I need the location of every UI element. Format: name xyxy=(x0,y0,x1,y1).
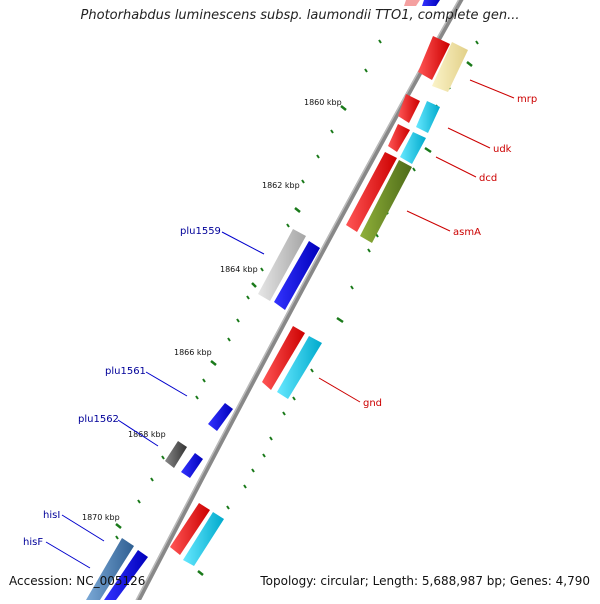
cds-gray xyxy=(258,229,306,301)
gene-label-plu1561: plu1561 xyxy=(105,366,146,377)
cds-red xyxy=(346,152,397,232)
cds-cyan xyxy=(400,132,426,164)
cds-olive xyxy=(360,160,412,243)
kbp-labels: 1860 kbp 1862 kbp 1864 kbp 1866 kbp 1868… xyxy=(82,98,342,522)
gene-label-mrp: mrp xyxy=(517,94,537,105)
gene-label-plu1562: plu1562 xyxy=(78,414,119,425)
cds-pink xyxy=(404,0,420,6)
kbp-label: 1868 kbp xyxy=(128,430,166,439)
gene-label-udk: udk xyxy=(493,144,512,155)
cds-features-outer xyxy=(170,0,468,566)
map-title: Photorhabdus luminescens subsp. laumondi… xyxy=(80,8,520,23)
kbp-label: 1860 kbp xyxy=(304,98,342,107)
left-leader-lines xyxy=(45,231,265,569)
accession-text: Accession: NC_005126 xyxy=(9,574,146,588)
cds-blue xyxy=(208,403,233,431)
gene-label-gnd: gnd xyxy=(363,398,382,409)
cds-red xyxy=(388,124,410,152)
cds-red xyxy=(170,503,210,555)
cds-red xyxy=(398,94,420,123)
cds-features-inner xyxy=(86,229,320,600)
cds-red xyxy=(418,36,450,80)
kbp-label: 1866 kbp xyxy=(174,348,212,357)
cds-blue xyxy=(181,453,203,478)
kbp-label: 1862 kbp xyxy=(262,181,300,190)
left-gene-labels: plu1559 plu1561 plu1562 hisI hisF xyxy=(23,226,221,548)
gene-label-plu1559: plu1559 xyxy=(180,226,221,237)
cds-lightyellow xyxy=(432,42,468,92)
topology-text: Topology: circular; Length: 5,688,987 bp… xyxy=(260,574,590,588)
cds-blue xyxy=(274,241,320,310)
cds-red xyxy=(262,326,305,390)
genome-backbone xyxy=(133,0,464,604)
gene-label-dcd: dcd xyxy=(479,173,497,184)
cds-cyan xyxy=(277,336,322,399)
kbp-label: 1870 kbp xyxy=(82,513,120,522)
cds-darkgray xyxy=(165,441,187,468)
cds-cyan xyxy=(416,101,440,133)
inner-tick-marks xyxy=(115,39,382,540)
cds-steelblue xyxy=(86,538,134,600)
gene-label-hisi: hisI xyxy=(43,510,60,521)
right-leader-lines xyxy=(318,79,515,403)
outer-tick-marks xyxy=(188,40,479,576)
right-gene-labels: mrp udk dcd asmA gnd xyxy=(363,94,537,409)
cds-cyan xyxy=(183,512,224,566)
cds-blue xyxy=(422,0,440,6)
gene-label-asma: asmA xyxy=(453,227,481,238)
gene-label-hisf: hisF xyxy=(23,537,43,548)
cds-blue xyxy=(104,550,148,600)
kbp-label: 1864 kbp xyxy=(220,265,258,274)
